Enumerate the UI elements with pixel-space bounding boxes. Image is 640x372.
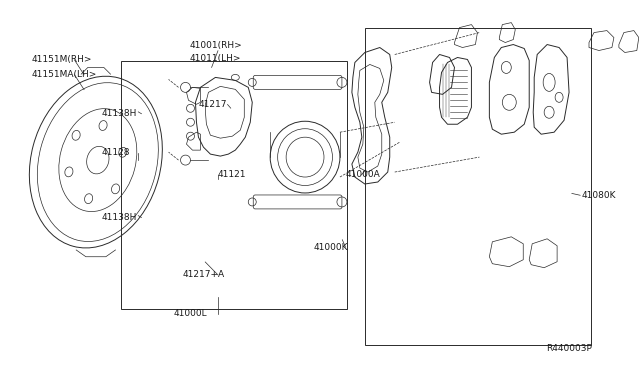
Text: 41000L: 41000L xyxy=(173,310,207,318)
Text: 41011(LH>: 41011(LH> xyxy=(189,54,241,62)
Text: 41138H: 41138H xyxy=(102,213,138,222)
Bar xyxy=(365,28,591,344)
Text: 41000K: 41000K xyxy=(314,243,348,251)
Text: 41138H: 41138H xyxy=(102,109,138,118)
Bar xyxy=(121,61,348,309)
Text: 41001(RH>: 41001(RH> xyxy=(189,41,242,50)
Text: 41217+A: 41217+A xyxy=(183,270,225,279)
Text: 41128: 41128 xyxy=(102,148,131,157)
Text: 41151MA(LH>: 41151MA(LH> xyxy=(32,70,97,79)
Text: 41121: 41121 xyxy=(218,170,246,179)
Text: 41217: 41217 xyxy=(199,100,227,109)
Text: 41080K: 41080K xyxy=(581,191,616,200)
Text: 41151M(RH>: 41151M(RH> xyxy=(32,55,92,64)
Text: R440003P: R440003P xyxy=(547,344,592,353)
Text: 41000A: 41000A xyxy=(346,170,380,179)
